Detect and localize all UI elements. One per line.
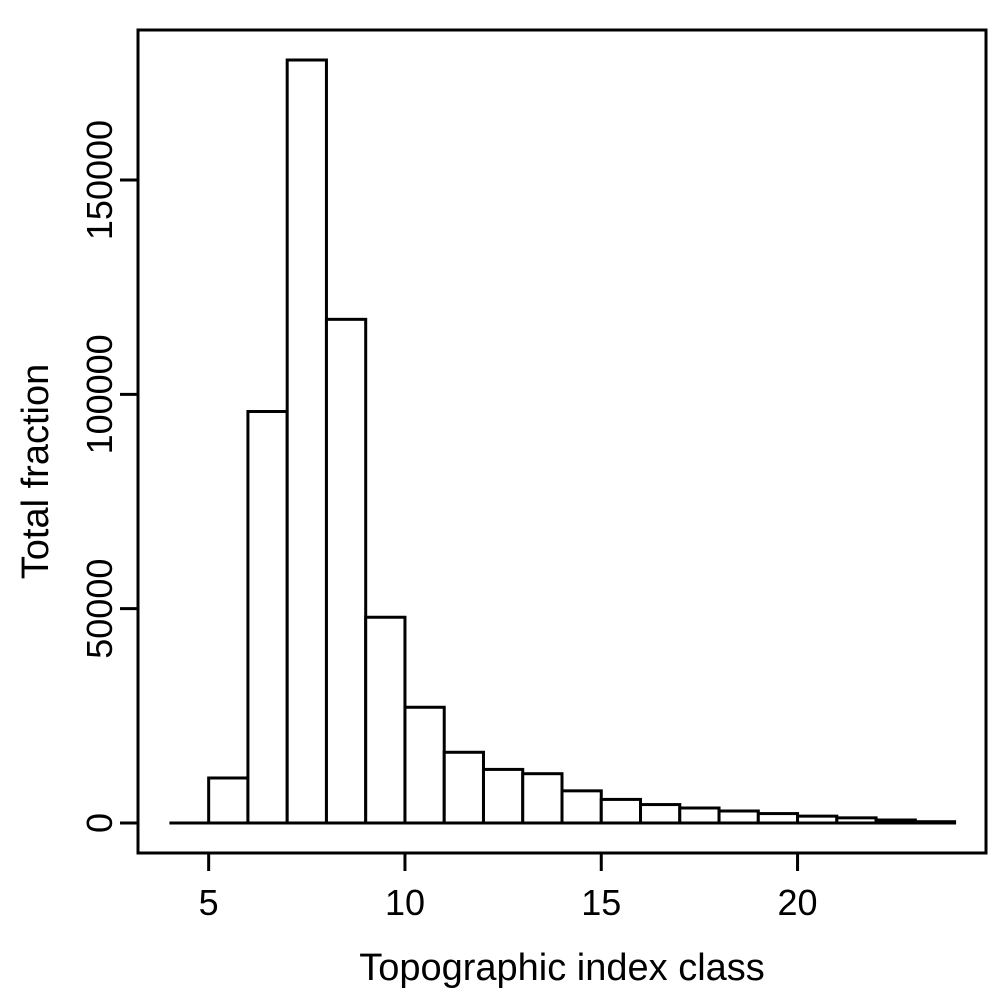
histogram-bar [560,789,603,825]
y-tick-label: 150000 [79,120,120,240]
plot-frame [136,28,988,855]
histogram-bar [717,809,760,825]
x-axis-title: Topographic index class [359,947,765,989]
y-tick-label: 0 [79,813,120,833]
histogram-bar [442,750,485,825]
histogram-bar [285,58,328,825]
y-tick-label: 50000 [79,559,120,659]
histogram-bar [756,812,800,825]
histogram-bar [835,816,878,825]
x-tick-label: 15 [581,882,621,923]
histogram-bar [599,797,643,825]
bars-layer [169,58,957,825]
histogram-bar [796,814,839,825]
histogram-bar [481,767,525,825]
x-tick-label: 20 [778,882,818,923]
histogram-bar [639,803,682,825]
histogram-bar [207,776,250,825]
histogram-bar [678,806,721,825]
histogram-bar [246,409,289,825]
y-tick-label: 100000 [79,334,120,454]
x-tick-label: 5 [199,882,219,923]
y-axis-title: Total fraction [15,364,57,579]
histogram-bar [521,772,564,825]
x-tick-label: 10 [385,882,425,923]
histogram-bar [364,615,407,825]
histogram-bar [874,818,917,825]
histogram-bar [913,820,957,825]
histogram-bar [403,705,446,825]
axes-layer: 5 10 15 20 0 50000 100000 150000 [79,28,988,923]
histogram-bar [324,317,368,825]
